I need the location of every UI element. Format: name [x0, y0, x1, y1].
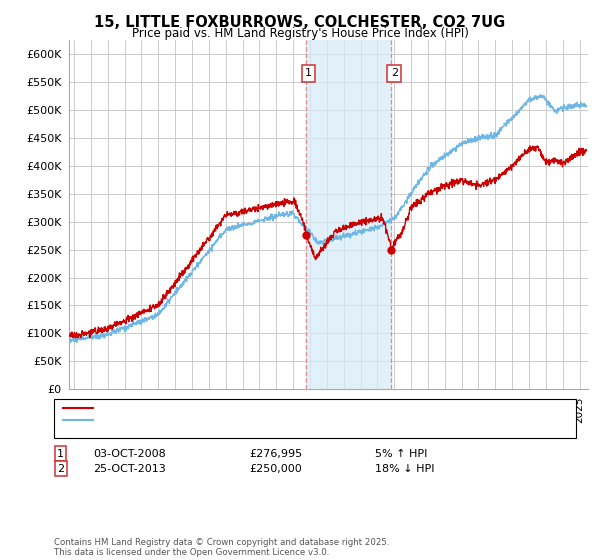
- Text: 5% ↑ HPI: 5% ↑ HPI: [375, 449, 427, 459]
- Text: £250,000: £250,000: [249, 464, 302, 474]
- Text: 1: 1: [57, 449, 64, 459]
- Text: Contains HM Land Registry data © Crown copyright and database right 2025.
This d: Contains HM Land Registry data © Crown c…: [54, 538, 389, 557]
- Text: 2: 2: [391, 68, 398, 78]
- Text: 18% ↓ HPI: 18% ↓ HPI: [375, 464, 434, 474]
- Text: 15, LITTLE FOXBURROWS, COLCHESTER, CO2 7UG (detached house): 15, LITTLE FOXBURROWS, COLCHESTER, CO2 7…: [96, 403, 452, 413]
- Text: 25-OCT-2013: 25-OCT-2013: [93, 464, 166, 474]
- Text: 1: 1: [305, 68, 312, 78]
- Text: £276,995: £276,995: [249, 449, 302, 459]
- Text: HPI: Average price, detached house, Colchester: HPI: Average price, detached house, Colc…: [96, 415, 345, 425]
- Text: 03-OCT-2008: 03-OCT-2008: [93, 449, 166, 459]
- Text: Price paid vs. HM Land Registry's House Price Index (HPI): Price paid vs. HM Land Registry's House …: [131, 27, 469, 40]
- Text: 2: 2: [57, 464, 64, 474]
- Bar: [306, 40, 391, 389]
- Text: 15, LITTLE FOXBURROWS, COLCHESTER, CO2 7UG: 15, LITTLE FOXBURROWS, COLCHESTER, CO2 7…: [94, 15, 506, 30]
